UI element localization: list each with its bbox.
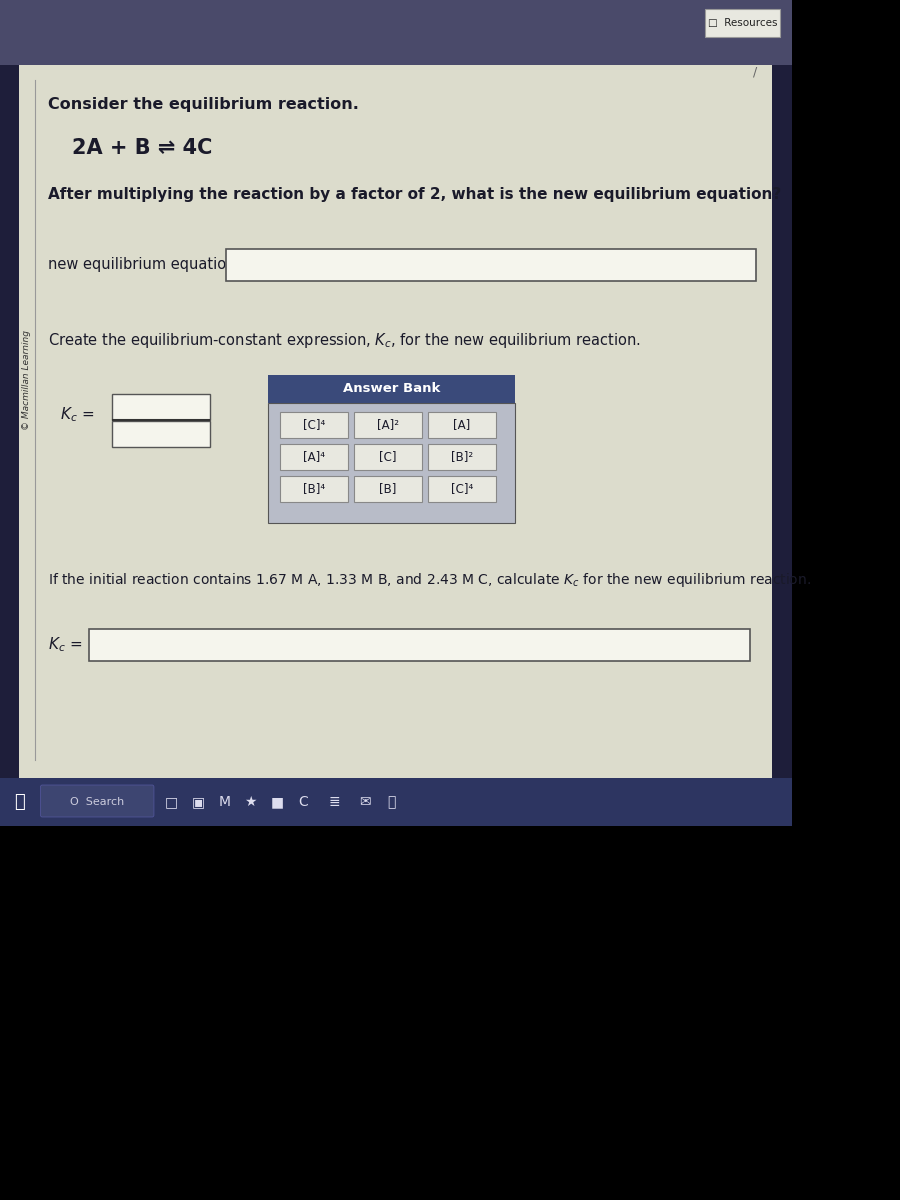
Text: ⧉: ⧉ (14, 793, 24, 811)
FancyBboxPatch shape (112, 421, 211, 446)
FancyBboxPatch shape (89, 629, 751, 661)
Text: ✉: ✉ (359, 794, 371, 809)
FancyBboxPatch shape (428, 476, 496, 502)
FancyBboxPatch shape (428, 412, 496, 438)
Text: ⓨ: ⓨ (387, 794, 396, 809)
Text: □: □ (165, 794, 178, 809)
Text: [A]⁴: [A]⁴ (303, 450, 325, 463)
Text: [A]: [A] (454, 419, 471, 432)
FancyBboxPatch shape (112, 394, 211, 420)
FancyBboxPatch shape (0, 0, 792, 65)
FancyBboxPatch shape (226, 248, 756, 281)
FancyBboxPatch shape (0, 0, 792, 1200)
Text: new equilibrium equation:: new equilibrium equation: (49, 258, 241, 272)
Text: [C]⁴: [C]⁴ (451, 482, 473, 496)
Text: © Macmillan Learning: © Macmillan Learning (22, 330, 31, 430)
Text: $K_c$ =: $K_c$ = (59, 406, 94, 425)
Text: ■: ■ (271, 794, 284, 809)
FancyBboxPatch shape (354, 476, 422, 502)
FancyBboxPatch shape (280, 476, 348, 502)
Text: [C]⁴: [C]⁴ (303, 419, 325, 432)
Text: ★: ★ (245, 794, 257, 809)
FancyBboxPatch shape (280, 412, 348, 438)
Text: □  Resources: □ Resources (707, 18, 778, 28)
FancyBboxPatch shape (0, 826, 792, 1200)
FancyBboxPatch shape (428, 444, 496, 470)
FancyBboxPatch shape (0, 778, 792, 826)
Text: /: / (752, 66, 757, 78)
FancyBboxPatch shape (354, 444, 422, 470)
Text: M: M (219, 794, 230, 809)
Text: 2A + B ⇌ 4C: 2A + B ⇌ 4C (72, 138, 212, 158)
Text: [A]²: [A]² (377, 419, 399, 432)
Text: [C]: [C] (379, 450, 397, 463)
Text: C: C (299, 794, 309, 809)
Text: After multiplying the reaction by a factor of 2, what is the new equilibrium equ: After multiplying the reaction by a fact… (49, 187, 781, 203)
Text: $K_c$ =: $K_c$ = (49, 636, 83, 654)
Text: O  Search: O Search (69, 797, 124, 806)
Text: [B]: [B] (379, 482, 397, 496)
FancyBboxPatch shape (40, 785, 154, 817)
Text: ▣: ▣ (192, 794, 204, 809)
Text: Answer Bank: Answer Bank (343, 383, 440, 396)
FancyBboxPatch shape (705, 8, 780, 37)
FancyBboxPatch shape (20, 65, 772, 794)
FancyBboxPatch shape (268, 403, 515, 523)
Text: ≣: ≣ (328, 794, 340, 809)
Text: Create the equilibrium-constant expression, $K_c$, for the new equilibrium react: Create the equilibrium-constant expressi… (49, 330, 641, 349)
FancyBboxPatch shape (280, 444, 348, 470)
Text: [B]²: [B]² (451, 450, 472, 463)
Text: [B]⁴: [B]⁴ (303, 482, 325, 496)
FancyBboxPatch shape (354, 412, 422, 438)
Text: If the initial reaction contains 1.67 M A, 1.33 M B, and 2.43 M C, calculate $K_: If the initial reaction contains 1.67 M … (49, 571, 812, 589)
FancyBboxPatch shape (268, 374, 515, 403)
Text: Consider the equilibrium reaction.: Consider the equilibrium reaction. (49, 97, 359, 113)
